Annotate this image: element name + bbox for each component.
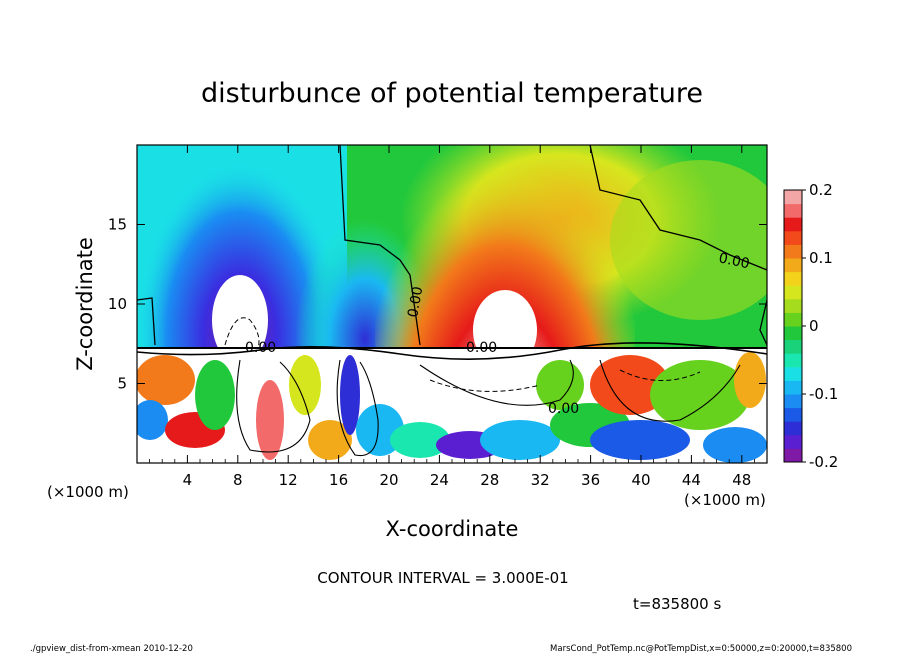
x-tick-label: 16 — [329, 471, 348, 489]
colorbar-swatch — [784, 366, 802, 381]
colorbar-swatch — [784, 407, 802, 422]
colorbar-swatch — [784, 271, 802, 286]
z-unit-label: (×1000 m) — [47, 483, 129, 501]
colorbar-ticks: 0.2 0.1 0 -0.1 -0.2 — [802, 181, 838, 471]
contour-label: 0.00 — [548, 401, 579, 417]
colorbar-swatch — [784, 339, 802, 354]
colorbar-tick-label: 0 — [809, 317, 819, 335]
time-stamp: t=835800 s — [633, 595, 721, 613]
colorbar-swatch — [784, 190, 802, 205]
footer-left: ./gpview_dist-from-xmean 2010-12-20 — [30, 644, 193, 654]
colorbar-swatch — [784, 217, 802, 232]
y-tick-label: 10 — [108, 295, 127, 313]
x-unit-label: (×1000 m) — [684, 491, 766, 509]
colorbar-swatch — [784, 380, 802, 395]
x-axis: 4 8 12 16 20 24 28 32 36 40 44 48 — [149, 145, 755, 489]
colorbar — [784, 190, 802, 463]
x-tick-label: 8 — [233, 471, 243, 489]
colorbar-swatch — [784, 326, 802, 341]
contour-interval: CONTOUR INTERVAL = 3.000E-01 — [317, 569, 568, 587]
colorbar-swatch — [784, 448, 802, 463]
contour-label: 0.00 — [245, 340, 276, 356]
footer-right: MarsCond_PotTemp.nc@PotTempDist,x=0:5000… — [550, 644, 852, 654]
colorbar-swatch — [784, 298, 802, 313]
x-tick-label: 28 — [480, 471, 499, 489]
colorbar-tick-label: 0.1 — [809, 249, 833, 267]
x-tick-label: 24 — [430, 471, 449, 489]
colorbar-swatch — [784, 312, 802, 327]
x-tick-label: 40 — [631, 471, 650, 489]
y-tick-label: 5 — [117, 375, 127, 393]
contour-lines — [137, 145, 767, 457]
boundary-layer-patches — [137, 352, 767, 463]
colorbar-swatch — [784, 394, 802, 409]
colorbar-swatch — [784, 353, 802, 368]
x-tick-label: 20 — [379, 471, 398, 489]
x-tick-label: 32 — [531, 471, 550, 489]
colorbar-tick-label: 0.2 — [809, 181, 833, 199]
colorbar-swatch — [784, 434, 802, 449]
colorbar-swatch — [784, 258, 802, 273]
colorbar-tick-label: -0.1 — [809, 385, 838, 403]
chart-title: disturbunce of potential temperature — [201, 78, 703, 109]
contour-label: 0.00 — [466, 340, 497, 356]
y-axis: 5 10 15 — [108, 216, 767, 393]
x-tick-label: 12 — [279, 471, 298, 489]
contour-label: 0.00 — [405, 285, 426, 318]
y-axis-title: Z-coordinate — [73, 237, 97, 371]
x-tick-label: 44 — [682, 471, 701, 489]
colorbar-swatch — [784, 421, 802, 436]
x-tick-label: 4 — [183, 471, 193, 489]
colorbar-swatch — [784, 285, 802, 300]
x-tick-label: 36 — [581, 471, 600, 489]
plot-area: 0.00 0.00 0.00 0.00 0.00 — [137, 145, 767, 463]
colorbar-tick-label: -0.2 — [809, 453, 838, 471]
y-tick-label: 15 — [108, 216, 127, 234]
colorbar-swatch — [784, 244, 802, 259]
colorbar-swatch — [784, 203, 802, 218]
contour-label: 0.00 — [717, 250, 751, 272]
colorbar-swatch — [784, 230, 802, 245]
x-axis-title: X-coordinate — [386, 517, 519, 541]
x-tick-label: 48 — [732, 471, 751, 489]
contour-lines-dashed — [224, 317, 701, 392]
